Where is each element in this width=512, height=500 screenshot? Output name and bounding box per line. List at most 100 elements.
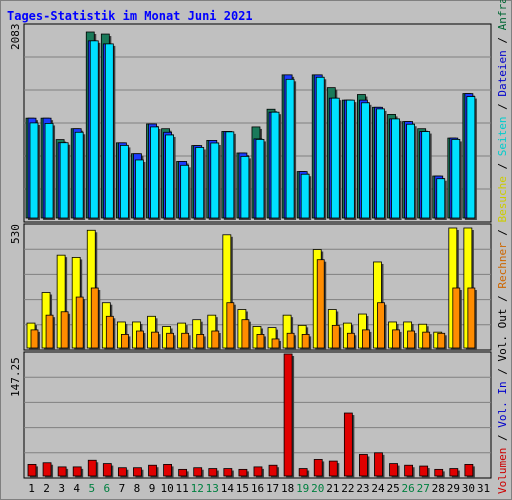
bar-seiten <box>436 178 446 219</box>
x-tick-label: 21 <box>326 482 339 495</box>
legend-segment: / <box>496 427 509 448</box>
bar-rechner <box>166 332 174 349</box>
x-tick-label: 10 <box>160 482 173 495</box>
x-tick-label: 24 <box>371 482 385 495</box>
bar-volumen <box>464 464 474 477</box>
x-tick-label: 20 <box>311 482 324 495</box>
bar-volumen <box>178 468 188 477</box>
x-tick-label: 4 <box>73 482 80 495</box>
bar-volumen <box>27 464 37 477</box>
bar-seiten <box>345 99 355 219</box>
bar-rechner <box>422 331 431 349</box>
bar-seiten <box>150 126 159 219</box>
legend-segment: / <box>496 156 509 177</box>
bar-seiten <box>391 118 400 219</box>
legend-segment: / <box>496 361 509 382</box>
bar-volumen <box>57 466 67 477</box>
x-tick-label: 15 <box>236 482 249 495</box>
bar-seiten <box>165 134 174 219</box>
x-tick-label: 29 <box>447 482 460 495</box>
x-tick-label: 19 <box>296 482 309 495</box>
bar-rechner <box>286 332 295 349</box>
bar-rechner <box>331 324 340 349</box>
bar-rechner <box>75 296 84 349</box>
bar-seiten <box>466 96 476 219</box>
x-tick-label: 22 <box>341 482 354 495</box>
bar-volumen <box>283 353 293 477</box>
x-tick-label: 11 <box>176 482 189 495</box>
x-tick-label: 1 <box>28 482 35 495</box>
bar-volumen <box>359 454 368 477</box>
bar-seiten <box>255 139 265 219</box>
y-max-label: 2083 <box>9 24 22 51</box>
bar-rechner <box>45 314 54 349</box>
bar-seiten <box>270 111 280 219</box>
x-tick-label: 8 <box>134 482 141 495</box>
x-tick-label: 13 <box>206 482 219 495</box>
bar-rechner <box>362 329 370 349</box>
bar-rechner <box>392 329 400 349</box>
bar-rechner <box>271 338 280 349</box>
bar-volumen <box>117 467 127 477</box>
x-tick-label: 2 <box>43 482 50 495</box>
bar-rechner <box>407 330 416 349</box>
bar-seiten <box>210 142 220 219</box>
bar-rechner <box>301 334 310 349</box>
bar-rechner <box>136 330 144 349</box>
bar-seiten <box>315 76 325 219</box>
y-max-label: 530 <box>9 224 22 244</box>
bar-rechner <box>196 334 205 349</box>
bar-volumen <box>449 468 459 477</box>
x-tick-label: 7 <box>119 482 126 495</box>
bar-rechner <box>241 319 250 349</box>
bar-volumen <box>163 464 172 477</box>
y-max-label: 147.25 <box>9 357 22 397</box>
x-tick-label: 18 <box>281 482 294 495</box>
bar-volumen <box>42 462 52 477</box>
bar-rechner <box>256 334 265 349</box>
bar-rechner <box>105 315 114 349</box>
bar-seiten <box>29 122 39 219</box>
bar-seiten <box>104 43 114 219</box>
x-tick-label: 31 <box>477 482 490 495</box>
legend-segment: / <box>496 30 509 51</box>
x-tick-label: 12 <box>191 482 204 495</box>
legend-segment: / <box>496 96 509 117</box>
bar-seiten <box>225 131 235 219</box>
bar-seiten <box>74 131 84 219</box>
right-legend: Volumen / Vol. In / Vol. Out / Rechner /… <box>496 0 509 494</box>
bar-rechner <box>90 287 99 349</box>
bar-seiten <box>180 164 190 219</box>
bar-rechner <box>316 259 325 349</box>
bar-seiten <box>421 131 431 219</box>
bar-volumen <box>419 465 429 477</box>
bar-seiten <box>44 123 54 219</box>
bar-volumen <box>223 468 233 477</box>
bar-volumen <box>374 452 383 477</box>
bar-seiten <box>119 145 129 219</box>
bar-rechner <box>120 334 129 349</box>
x-tick-label: 23 <box>356 482 369 495</box>
bar-volumen <box>268 464 278 477</box>
bar-volumen <box>208 468 218 477</box>
bar-volumen <box>434 468 444 477</box>
bar-rechner <box>30 329 39 349</box>
bar-seiten <box>361 102 370 219</box>
panel-3-frame <box>23 351 492 479</box>
bar-seiten <box>451 139 461 219</box>
bar-volumen <box>298 468 308 477</box>
bar-rechner <box>151 331 159 349</box>
x-tick-label: 9 <box>149 482 156 495</box>
bar-seiten <box>285 78 295 219</box>
bar-volumen <box>328 460 338 477</box>
x-tick-label: 3 <box>58 482 65 495</box>
bar-rechner <box>377 302 385 349</box>
x-tick-label: 6 <box>104 482 111 495</box>
x-tick-label: 27 <box>417 482 430 495</box>
legend-segment: Vol. Out <box>496 308 509 362</box>
legend-segment: Rechner <box>496 242 509 289</box>
bar-seiten <box>240 155 250 219</box>
x-tick-label: 17 <box>266 482 279 495</box>
bar-rechner <box>346 332 355 349</box>
